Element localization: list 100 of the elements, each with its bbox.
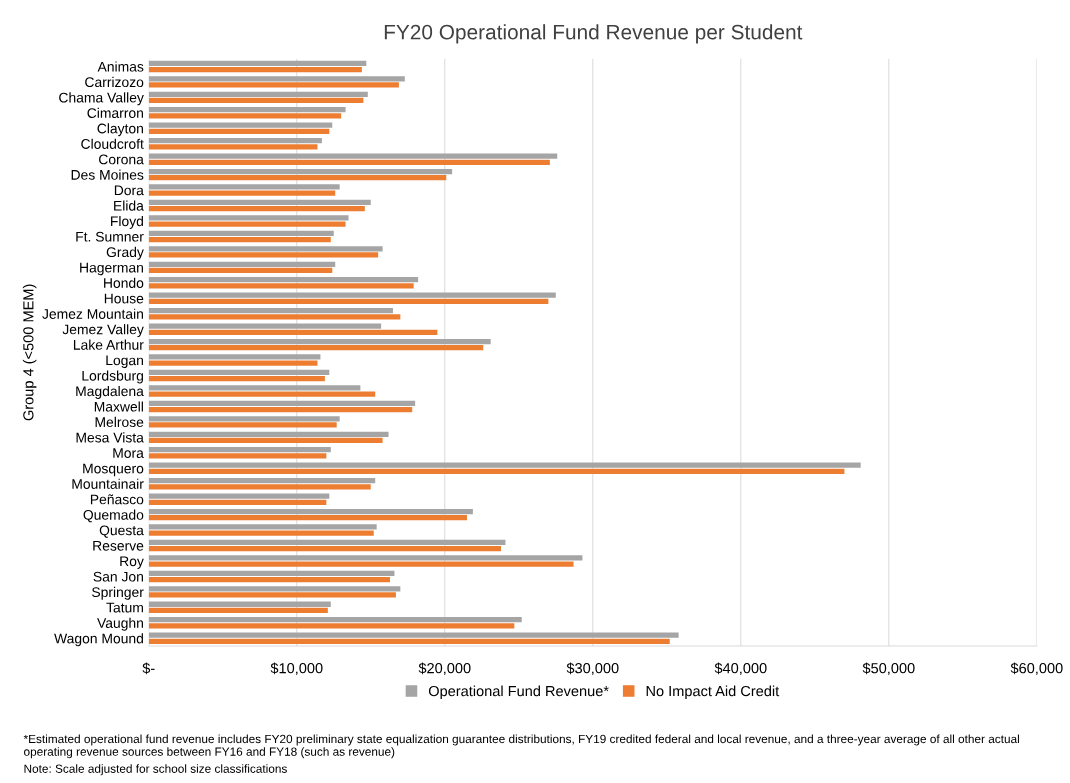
y-tick-label: Floyd: [111, 215, 143, 229]
bar: [148, 576, 390, 583]
bar: [148, 499, 327, 505]
bar: [148, 236, 331, 243]
bar: [148, 545, 502, 552]
y-axis-title: Group 4 (<500 MEM): [22, 284, 37, 421]
bar: [148, 555, 583, 561]
bar: [148, 592, 396, 598]
bar: [148, 283, 414, 289]
y-tick-label: Corona: [99, 154, 144, 165]
bar: [148, 206, 365, 212]
bar: [148, 267, 333, 274]
bar: [148, 508, 473, 515]
y-tick-label: Mosquero: [83, 463, 144, 477]
y-tick-label: Springer: [92, 586, 144, 600]
bar: [148, 484, 371, 490]
text: *Estimated operational fund revenue includes FY20 preliminary state equalization guarantee distributions, FY19 credited federal and local revenue, and a three-year average of all other actual operating revenue sources between FY16 and FY18 (such as revenue): [23, 734, 1019, 759]
x-tick-label: $10,000: [270, 662, 323, 676]
bar: [148, 292, 556, 298]
bar: [148, 400, 416, 406]
bar: [148, 345, 484, 351]
bar: [148, 453, 327, 459]
y-tick-label: Animas: [97, 61, 144, 72]
y-tick-label: Vaughn: [97, 617, 143, 631]
bar: [148, 107, 346, 113]
y-tick-label: San Jon: [93, 571, 143, 582]
legend-label: No Impact Aid Credit: [646, 685, 780, 700]
y-tick-label: Mountainair: [72, 478, 144, 489]
bar: [148, 76, 405, 82]
bar: [148, 159, 550, 165]
y-tick-label: Cloudcroft: [81, 138, 144, 149]
bar: [148, 122, 333, 128]
bar: [148, 338, 491, 345]
y-tick-label: Jemez Valley: [62, 324, 144, 338]
bar: [148, 431, 389, 437]
bar: [148, 308, 393, 314]
bar: [148, 515, 467, 521]
bar: [148, 298, 549, 304]
bar: [148, 277, 419, 283]
y-tick-label: Hagerman: [80, 262, 143, 276]
bar: [148, 360, 318, 366]
bar: [148, 437, 383, 444]
y-tick-label: Grady: [106, 246, 144, 260]
bar: [148, 138, 322, 144]
bar: [148, 406, 413, 413]
y-tick-label: Hondo: [104, 277, 144, 288]
bar: [148, 153, 558, 159]
legend-label: Operational Fund Revenue*: [428, 685, 609, 700]
bar: [148, 416, 340, 422]
bar: [148, 261, 336, 267]
bar: [148, 607, 328, 614]
y-tick-label: Cimarron: [87, 107, 143, 118]
y-tick-label: Ft. Sumner: [76, 231, 144, 242]
y-tick-label: Quemado: [83, 509, 144, 523]
bar: [148, 539, 506, 546]
y-tick-label: Peñasco: [90, 494, 144, 505]
bar: [148, 561, 574, 567]
y-tick-label: Magdalena: [76, 385, 144, 399]
bar: [148, 385, 361, 391]
bar: [148, 314, 401, 320]
bar: [148, 617, 522, 623]
bar: [148, 97, 364, 104]
bar: [148, 375, 325, 382]
y-tick-label: Chama Valley: [59, 92, 144, 106]
bar: [148, 601, 331, 607]
y-tick-label: Mesa Vista: [76, 432, 144, 443]
bar: [148, 230, 334, 236]
bar: [148, 369, 330, 376]
x-tick-label: $-: [142, 662, 155, 675]
text: Note: Scale adjusted for school size classifications: [24, 764, 287, 776]
y-tick-label: Elida: [114, 200, 144, 211]
y-tick-label: Reserve: [93, 541, 144, 551]
bar: [148, 623, 515, 629]
bar: [148, 462, 861, 468]
bar: [148, 468, 845, 474]
bar: [148, 638, 670, 644]
bar: [148, 168, 453, 175]
bar: [148, 199, 371, 206]
y-tick-label: Questa: [99, 525, 144, 538]
bar: [148, 190, 336, 196]
y-tick-label: Tatum: [106, 602, 143, 613]
y-tick-label: Dora: [114, 185, 144, 196]
bar: [148, 447, 331, 453]
bar: [148, 570, 395, 576]
y-tick-label: Des Moines: [71, 169, 144, 180]
bar: [148, 493, 330, 499]
bar: [148, 82, 399, 88]
bar: [148, 91, 368, 97]
bar: [148, 477, 376, 484]
y-tick-label: Carrizozo: [85, 76, 144, 88]
y-tick-label: Lordsburg: [82, 370, 143, 384]
bar: [148, 175, 447, 181]
bar: [148, 113, 342, 119]
y-tick-label: Lake Arthur: [73, 339, 144, 350]
x-tick-label: $30,000: [566, 662, 619, 676]
bar: [148, 144, 318, 150]
bar: [148, 530, 374, 536]
bar: [148, 66, 362, 73]
bar: [148, 586, 401, 592]
y-tick-label: Clayton: [97, 123, 143, 137]
